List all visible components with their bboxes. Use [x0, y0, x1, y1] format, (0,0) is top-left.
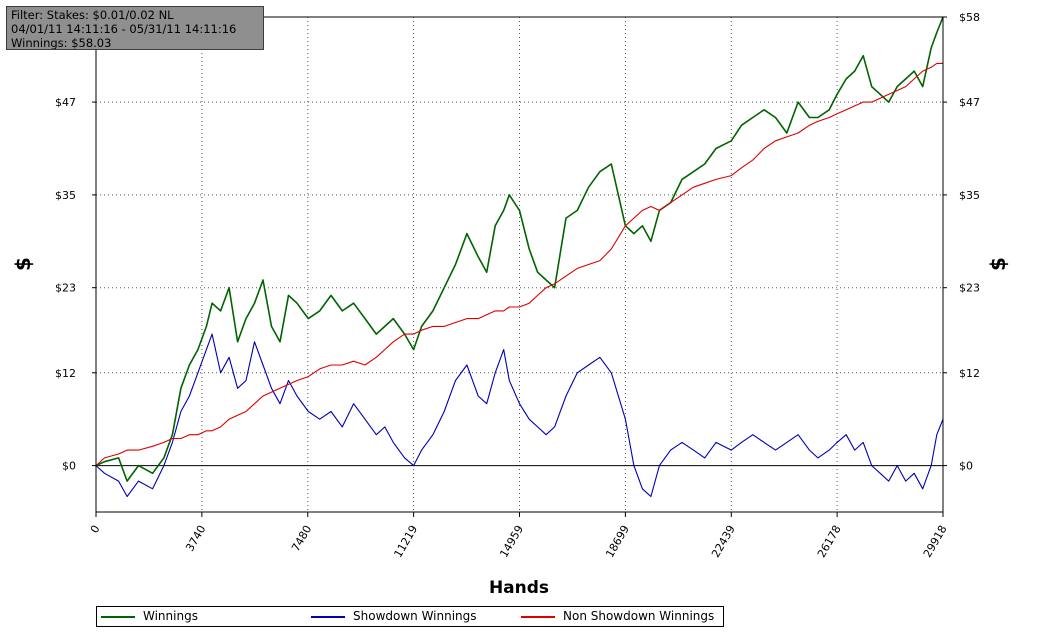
y-axis-title-left: $ — [11, 257, 35, 271]
x-tick-label: 29918 — [921, 523, 950, 560]
y-axis-title-right: $ — [986, 257, 1010, 271]
filter-stakes-text: Filter: Stakes: $0.01/0.02 NL — [11, 8, 174, 22]
y-tick-label-right: $12 — [959, 367, 980, 380]
legend-swatch-non-showdown-winnings — [521, 616, 555, 618]
x-tick-label: 22439 — [709, 523, 738, 560]
y-tick-label-left: $0 — [62, 460, 76, 473]
x-tick-label: 3740 — [183, 523, 208, 554]
x-tick-label: 11219 — [391, 523, 420, 560]
y-tick-label-left: $23 — [55, 282, 76, 295]
filter-winnings-text: Winnings: $58.03 — [11, 36, 112, 50]
x-tick-label: 0 — [88, 523, 103, 536]
x-tick-label: 7480 — [289, 523, 314, 554]
x-tick-label: 18699 — [603, 523, 632, 560]
series-line-non-showdown-winnings — [95, 62, 943, 467]
filter-info-box: Filter: Stakes: $0.01/0.02 NL 04/01/11 1… — [6, 6, 264, 50]
axis-layer: $0$0$12$12$23$23$35$35$47$47$58$58037407… — [55, 11, 980, 560]
y-tick-label-right: $35 — [959, 189, 980, 202]
grid-layer — [96, 16, 943, 512]
series-line-winnings — [95, 16, 944, 482]
y-tick-label-right: $58 — [959, 11, 980, 24]
y-tick-label-left: $47 — [55, 96, 76, 109]
legend-label-non-showdown-winnings: Non Showdown Winnings — [563, 609, 715, 623]
series-layer — [95, 16, 944, 498]
y-tick-label-left: $35 — [55, 189, 76, 202]
legend-label-winnings: Winnings — [143, 609, 198, 623]
y-tick-label-right: $23 — [959, 282, 980, 295]
filter-date-range-text: 04/01/11 14:11:16 - 05/31/11 14:11:16 — [11, 22, 237, 36]
legend-swatch-showdown-winnings — [311, 616, 345, 618]
y-tick-label-right: $47 — [959, 96, 980, 109]
y-tick-label-right: $0 — [959, 460, 973, 473]
x-axis-title: Hands — [489, 578, 549, 598]
y-tick-label-left: $12 — [55, 367, 76, 380]
x-tick-label: 14959 — [497, 523, 526, 560]
series-line-showdown-winnings — [95, 333, 944, 498]
x-tick-label: 26178 — [815, 523, 844, 560]
legend-swatch-winnings — [101, 616, 135, 618]
chart-legend: Winnings Showdown Winnings Non Showdown … — [96, 606, 724, 627]
legend-label-showdown-winnings: Showdown Winnings — [353, 609, 477, 623]
